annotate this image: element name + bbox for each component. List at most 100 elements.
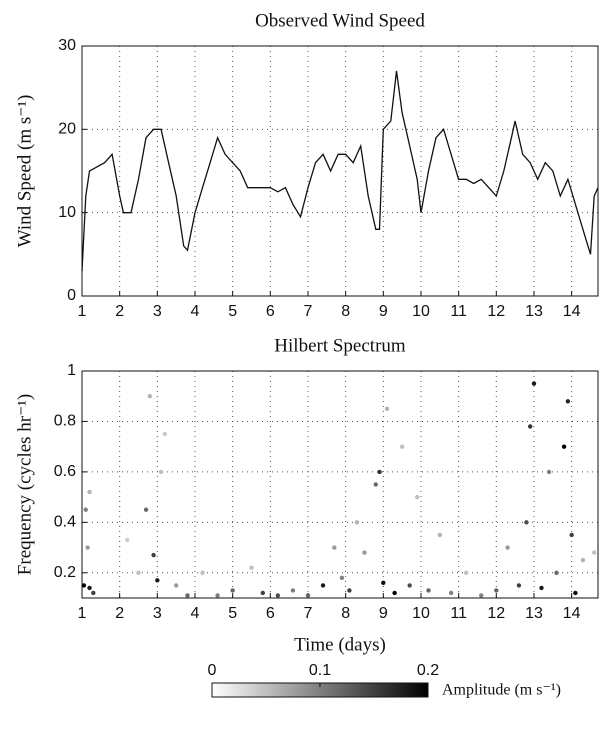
x-tick-label: 3 [153,303,162,320]
axes-frame [81,45,599,297]
spectrum-point [155,578,160,583]
x-tick-label: 14 [563,605,581,622]
x-tick-label: 8 [341,303,350,320]
wind-line [81,70,599,272]
spectrum-point [362,550,367,555]
spectrum-point [377,469,382,475]
x-tick-label: 11 [450,605,467,622]
spectrum-point [347,588,352,593]
y-tick-label: 1 [67,362,76,379]
x-tick-label: 10 [412,605,430,622]
spectrum-point [249,565,254,570]
x-tick-label: 12 [487,303,505,320]
spectrum-point [561,444,567,449]
x-tick-label: 5 [228,303,237,320]
spectrum-point [569,532,574,538]
spectrum-point [426,588,431,593]
y-tick-label: 0.8 [54,413,76,430]
spectrum-point [415,494,420,500]
spectrum-point [136,570,141,575]
spectrum-point [147,394,152,399]
spectrum-point [392,590,397,596]
y-tick-label: 30 [58,37,76,54]
x-tick-label: 10 [412,303,430,320]
spectrum-point [124,537,130,543]
spectrum-point [539,585,544,591]
colorbar-tick-label: 0 [208,662,217,679]
spectrum-point [85,545,90,550]
x-tick-label: 14 [563,303,581,320]
y-tick-label: 0.2 [54,564,76,581]
spectrum-point [200,570,205,575]
chart-title: Hilbert Spectrum [274,335,406,356]
x-tick-label: 7 [304,303,313,320]
spectrum-point [91,590,96,596]
chart-title: Observed Wind Speed [255,10,425,31]
spectrum-point [407,583,412,588]
x-axis-label: Time (days) [294,634,386,655]
x-tick-label: 3 [153,605,162,622]
spectrum-point [185,593,190,598]
x-tick-label: 8 [341,605,350,622]
x-tick-label: 2 [115,303,124,320]
spectrum-point [230,588,235,593]
spectrum-point [87,585,92,591]
y-axis-label: Frequency (cycles hr⁻¹) [14,394,35,575]
spectrum-point [528,424,533,429]
spectrum-point [479,593,484,598]
spectrum-point [524,520,529,525]
spectrum-point [580,557,586,563]
y-tick-label: 10 [58,204,76,221]
spectrum-point [505,545,510,550]
x-tick-label: 9 [379,303,388,320]
spectrum-point [332,545,337,550]
spectrum-point [215,593,220,598]
spectrum-point [384,406,390,412]
x-tick-label: 2 [115,605,124,622]
spectrum-point [173,583,179,588]
x-tick-label: 5 [228,605,237,622]
spectrum-point [565,399,571,404]
spectrum-point [546,469,552,475]
spectrum-point [260,590,265,596]
spectrum-point [554,570,559,575]
spectrum-point [81,583,87,588]
spectrum-point [354,520,360,525]
spectrum-point [448,590,454,596]
x-tick-label: 1 [78,303,87,320]
x-tick-label: 6 [266,605,275,622]
spectrum-point [516,583,522,588]
x-tick-label: 9 [379,605,388,622]
y-tick-label: 0 [67,287,76,304]
x-tick-label: 6 [266,303,275,320]
spectrum-point [494,588,499,593]
y-tick-label: 0.6 [54,463,76,480]
colorbar-tick-label: 0.2 [417,662,439,679]
spectrum-point [381,580,386,586]
spectrum-point [158,469,164,475]
spectrum-point [305,593,311,598]
x-tick-label: 13 [525,605,543,622]
axes-frame [81,370,599,599]
x-tick-label: 7 [304,605,313,622]
spectrum-point [463,570,469,575]
x-tick-label: 13 [525,303,543,320]
spectrum-point [339,575,345,581]
colorbar-label: Amplitude (m s⁻¹) [442,682,561,699]
x-tick-label: 11 [450,303,467,320]
y-tick-label: 0.4 [54,514,76,531]
spectrum-point [531,381,537,386]
colorbar-tick-label: 0.1 [309,662,331,679]
spectrum-point [275,593,281,598]
spectrum-point [143,507,149,512]
x-tick-label: 4 [191,605,200,622]
spectrum-point [373,482,378,487]
spectrum-point [573,590,578,596]
spectrum-point [162,431,168,437]
spectrum-point [399,444,405,449]
x-tick-label: 1 [78,605,87,622]
y-axis-label: Wind Speed (m s⁻¹) [14,95,35,248]
x-tick-label: 4 [191,303,200,320]
x-tick-label: 12 [487,605,505,622]
